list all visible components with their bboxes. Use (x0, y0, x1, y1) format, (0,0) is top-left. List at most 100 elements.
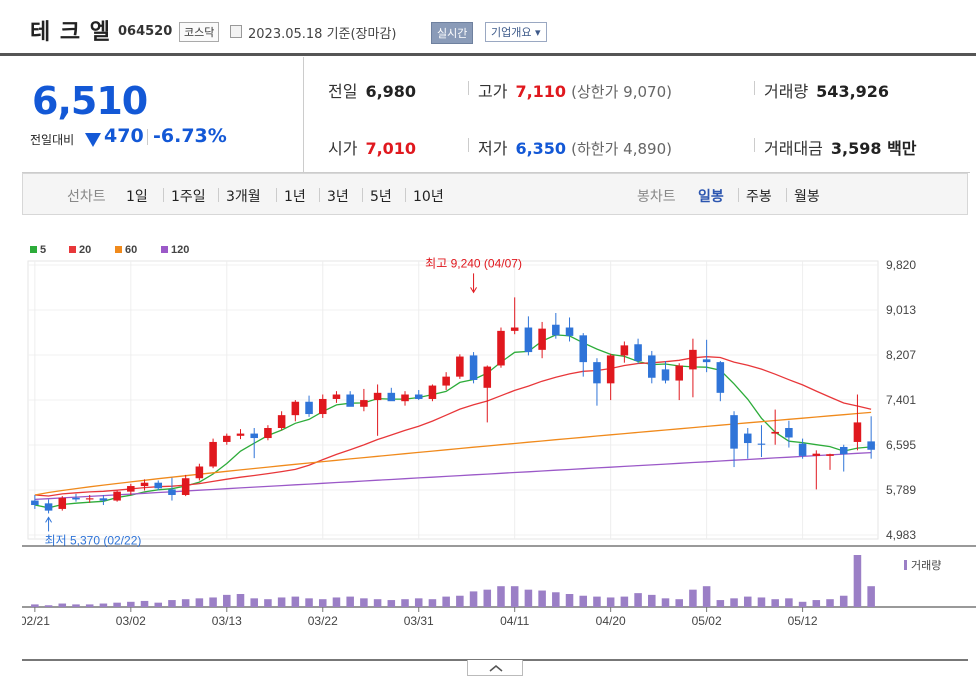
volume-bar (236, 594, 245, 607)
volume-bar (250, 598, 258, 607)
candle-body (414, 394, 423, 399)
trade-amount: 거래대금 3,598 백만 (764, 135, 917, 159)
legend-label: 5 (40, 244, 46, 256)
prev-close: 전일 6,980 (328, 78, 416, 102)
divider (163, 188, 164, 202)
prev-label: 전일 (328, 82, 358, 101)
candle-body (442, 376, 450, 386)
volume-bar (538, 590, 546, 607)
legend-label: 120 (171, 244, 189, 256)
company-overview-dropdown[interactable]: 기업개요 ▾ (485, 22, 547, 42)
candle-body (620, 345, 629, 356)
candle-body (127, 486, 135, 492)
volume-bar (634, 593, 642, 607)
tab-1y[interactable]: 1년 (284, 189, 306, 205)
candle-body (291, 401, 300, 416)
volume-bar (442, 596, 450, 607)
tab-daily[interactable]: 일봉 (698, 189, 724, 205)
y-tick-label: 8,207 (886, 348, 916, 362)
low-label: 저가 (478, 139, 508, 158)
candle-body (277, 415, 286, 428)
volume-bar (552, 592, 560, 607)
low-value: 6,350 (515, 139, 567, 158)
candle-body (195, 466, 204, 479)
x-tick-label: 02/21 (22, 614, 50, 628)
tab-1w[interactable]: 1주일 (171, 189, 206, 205)
stock-code: 064520 (118, 24, 173, 39)
candle-body (702, 359, 711, 363)
volume-bar (360, 598, 368, 607)
divider (468, 138, 469, 152)
divider (319, 188, 320, 202)
legend-swatch (30, 246, 37, 253)
legend-swatch (161, 246, 168, 253)
candle-body (31, 500, 39, 506)
volume-bar (716, 600, 725, 607)
tab-3m[interactable]: 3개월 (226, 189, 261, 205)
divider (468, 81, 469, 95)
volume-bar (127, 601, 135, 607)
max-arrow-head (470, 287, 477, 294)
volume-bar (648, 594, 656, 607)
candle-body (168, 489, 176, 495)
volume-bar (661, 598, 670, 607)
volume-bar (346, 596, 354, 607)
volume-bar (456, 595, 464, 607)
volume-bar (853, 555, 862, 607)
tab-weekly[interactable]: 주봉 (746, 189, 772, 205)
volume-bar (373, 599, 382, 607)
y-tick-label: 9,820 (886, 258, 916, 272)
candle-body (483, 366, 492, 388)
high-price: 고가 7,110 (상한가 9,070) (478, 78, 672, 102)
volume-bar (771, 599, 779, 607)
tab-10y[interactable]: 10년 (413, 189, 444, 205)
volume-bar (606, 597, 615, 607)
volume-bar (401, 599, 409, 607)
tab-monthly[interactable]: 월봉 (794, 189, 820, 205)
volume-bar (743, 596, 752, 607)
candle-body (648, 355, 656, 378)
volume-bar (264, 599, 272, 607)
candle-body (689, 349, 697, 370)
candle-body (72, 497, 80, 500)
candle-body (538, 328, 546, 350)
volume-bar (675, 599, 683, 607)
volume-bar (168, 600, 176, 607)
divider (738, 188, 739, 202)
volume: 거래량 543,926 (764, 78, 889, 102)
collapse-button[interactable] (467, 660, 523, 676)
current-price-box: 6,510 전일대비 470 -6.73% (22, 57, 304, 172)
candle-body (785, 427, 793, 438)
x-tick-label: 04/11 (500, 614, 529, 628)
tab-3y[interactable]: 3년 (327, 189, 349, 205)
volume-bar (757, 597, 766, 607)
candle-body (456, 356, 464, 377)
volume-bar (524, 589, 533, 607)
candle-body (332, 394, 341, 399)
candle-body (798, 443, 807, 456)
y-tick-label: 4,983 (886, 528, 916, 542)
volume-bar (113, 602, 121, 607)
tab-5y[interactable]: 5년 (370, 189, 392, 205)
candlestick-chart[interactable]: 9,820 9,013 8,207 7,401 6,595 5,789 4,983 02/21… (22, 215, 976, 660)
tab-1d[interactable]: 1일 (126, 189, 148, 205)
volume-value: 543,926 (816, 82, 890, 101)
candle-body (154, 482, 163, 489)
volume-bar (469, 591, 478, 607)
x-tick-label: 03/22 (308, 614, 338, 628)
volume-bar (565, 594, 574, 607)
volume-bar (785, 598, 793, 607)
candle-body (730, 415, 738, 449)
divider (754, 138, 755, 152)
realtime-button[interactable]: 실시간 (431, 22, 474, 44)
candle-body (771, 431, 779, 434)
divider (276, 188, 277, 202)
stock-name: 테 크 엘 (30, 20, 112, 45)
high-label: 고가 (478, 82, 508, 101)
open-value: 7,010 (365, 139, 417, 158)
legend-label: 20 (79, 244, 91, 256)
amount-label: 거래대금 (764, 139, 823, 158)
candle-body (826, 454, 834, 456)
open-price: 시가 7,010 (328, 135, 416, 159)
volume-bar (510, 586, 519, 607)
